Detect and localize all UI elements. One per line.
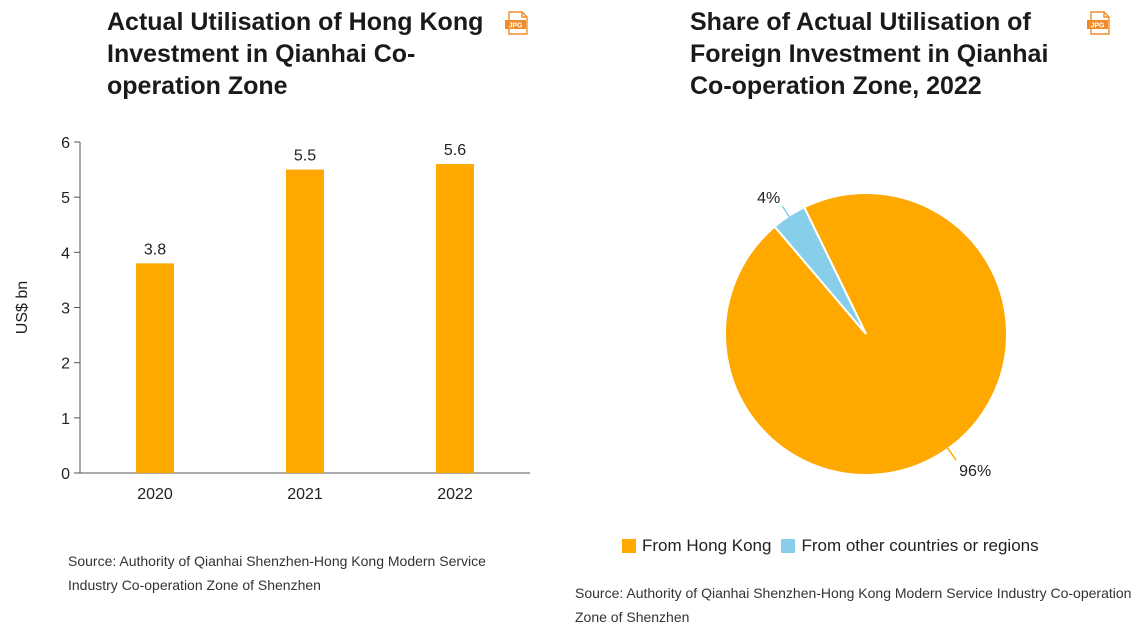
bar xyxy=(436,164,474,474)
y-tick-label: 6 xyxy=(61,135,70,152)
bar-chart-title: Actual Utilisation of Hong Kong Investme… xyxy=(107,8,484,100)
bar-chart-source: Source: Authority of Qianhai Shenzhen-Ho… xyxy=(68,553,486,593)
pie-leader-line xyxy=(946,446,957,461)
bar-chart-panel: Actual Utilisation of Hong Kong Investme… xyxy=(0,0,560,628)
pie-data-label: 96% xyxy=(959,463,991,480)
pie-chart-title: Share of Actual Utilisation of Foreign I… xyxy=(690,8,1049,100)
legend-item: From Hong Kong xyxy=(622,536,771,556)
y-tick-label: 5 xyxy=(61,190,70,207)
y-axis-label: US$ bn xyxy=(14,281,31,334)
y-tick-label: 2 xyxy=(61,356,70,373)
bar-data-label: 5.6 xyxy=(444,142,466,159)
pie-legend: From Hong Kong From other countries or re… xyxy=(622,536,1049,558)
x-tick-label: 2021 xyxy=(287,486,323,503)
y-tick-label: 4 xyxy=(61,245,70,262)
legend-item: From other countries or regions xyxy=(781,536,1039,556)
pie-leader-line xyxy=(781,205,791,219)
y-tick-label: 3 xyxy=(61,301,70,318)
jpg-icon-label: JPG xyxy=(1090,22,1105,29)
pie-chart: 4% 96% xyxy=(724,190,1008,480)
legend-swatch xyxy=(781,539,796,553)
pie-chart-source: Source: Authority of Qianhai Shenzhen-Ho… xyxy=(575,585,1132,625)
jpg-file-icon[interactable]: JPG xyxy=(1086,11,1112,35)
legend-label: From other countries or regions xyxy=(801,536,1039,555)
x-tick-label: 2020 xyxy=(137,486,173,503)
legend-label: From Hong Kong xyxy=(642,536,772,555)
y-tick-label: 1 xyxy=(61,411,70,428)
pie-chart-panel: Share of Actual Utilisation of Foreign I… xyxy=(570,0,1141,628)
x-tick-label: 2022 xyxy=(437,486,473,503)
pie-data-label: 4% xyxy=(757,190,780,207)
bar xyxy=(136,263,174,473)
bar-chart: 0 1 2 3 4 5 6 US$ bn 3.8 2020 5.5 2021 5.6 2022 xyxy=(14,135,530,503)
bar-data-label: 5.5 xyxy=(294,148,316,165)
y-tick-label: 0 xyxy=(61,466,70,483)
jpg-icon-label: JPG xyxy=(508,22,523,29)
bar xyxy=(286,169,324,474)
jpg-file-icon[interactable]: JPG xyxy=(504,11,530,35)
legend-swatch xyxy=(622,539,636,553)
bar-data-label: 3.8 xyxy=(144,241,166,258)
